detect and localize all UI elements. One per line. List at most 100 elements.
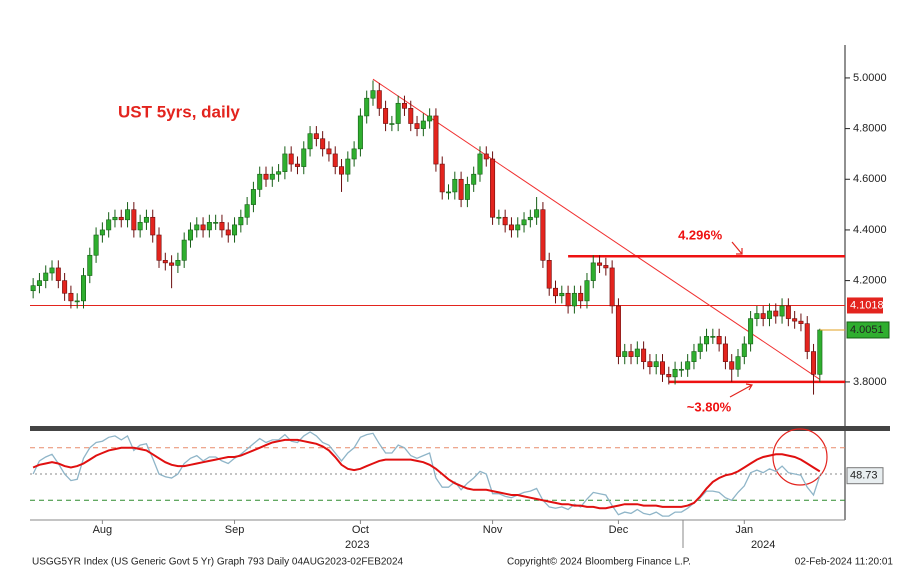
candle-body [433, 115, 439, 165]
candle-body [219, 222, 225, 231]
y-tick-label: 3.8000 [853, 376, 887, 388]
candle-body [320, 138, 326, 150]
candle-body [748, 318, 754, 345]
candle-body [269, 173, 275, 180]
candle-body [364, 97, 370, 117]
candle-body [641, 348, 647, 362]
x-tick-label: Sep [225, 524, 245, 536]
candle-body [527, 216, 533, 221]
year-label: 2024 [751, 539, 775, 551]
candle-body [408, 108, 414, 124]
candle-body [483, 153, 489, 160]
x-tick-label: Nov [483, 524, 503, 536]
candle-body [766, 310, 772, 319]
candle-body [263, 173, 269, 180]
indicator-line [32, 438, 821, 510]
candle-body [811, 351, 817, 375]
candle-body [169, 262, 175, 266]
candle-body [143, 216, 149, 223]
candle-body [584, 280, 590, 302]
candle-body [678, 368, 684, 371]
candle-body [313, 133, 319, 140]
candle-body [490, 158, 496, 218]
candle-body [301, 148, 307, 167]
candle-body [540, 209, 546, 261]
candle-body [49, 267, 55, 274]
candle-body [118, 216, 124, 221]
candle-body [370, 90, 376, 99]
candle-body [383, 108, 389, 124]
candle-body [206, 222, 212, 231]
x-tick-label: Dec [609, 524, 629, 536]
candle-body [553, 287, 559, 297]
candle-body [106, 219, 112, 231]
candle-body [257, 173, 263, 190]
candle-body [754, 313, 760, 319]
candle-body [502, 216, 508, 226]
candle-body [666, 374, 672, 378]
candle-body [722, 343, 728, 362]
candle-body [225, 229, 231, 236]
candle-body [156, 234, 162, 261]
candle-body [603, 265, 609, 269]
x-tick-label: Oct [352, 524, 369, 536]
candle-body [99, 229, 105, 236]
candle-body [735, 356, 741, 370]
y-tick-label: 4.6000 [853, 173, 887, 185]
candle-body [464, 184, 470, 200]
candle-body [760, 313, 766, 319]
last-price-label: 4.0051 [850, 324, 884, 336]
candle-body [427, 115, 433, 122]
candle-body [521, 219, 527, 226]
candle-body [326, 148, 332, 155]
candle-body [181, 239, 187, 261]
candle-body [376, 90, 382, 109]
candle-body [288, 153, 294, 165]
candle-body [187, 229, 193, 241]
candle-body [565, 292, 571, 307]
candle-body [194, 224, 200, 231]
price-box [847, 297, 883, 314]
candle-body [414, 123, 420, 129]
candle-body [773, 310, 779, 317]
candle-body [578, 292, 584, 302]
candle-body [559, 292, 565, 297]
candle-body [804, 323, 810, 352]
indicator-label: 48.73 [850, 470, 878, 482]
candle-body [477, 153, 483, 175]
candle-body [55, 267, 61, 281]
candle-body [420, 120, 426, 129]
candle-body [546, 260, 552, 289]
candle-body [395, 102, 401, 124]
candle-body [508, 224, 514, 231]
candle-body [634, 348, 640, 357]
candle-body [653, 361, 659, 368]
candle-body [294, 163, 300, 167]
panel-separator [30, 426, 890, 431]
candle-body [704, 336, 710, 345]
candle-body [87, 254, 93, 276]
candle-body [741, 343, 747, 357]
candle-body [150, 216, 156, 236]
candle-body [452, 178, 458, 193]
price-box-label: 4.1018 [850, 299, 884, 311]
candle-body [659, 361, 665, 375]
candle-body [779, 305, 785, 317]
y-tick-label: 4.8000 [853, 123, 887, 135]
level-label: ~3.80% [687, 399, 732, 414]
candle-body [162, 260, 168, 264]
candle-body [685, 361, 691, 370]
candle-body [615, 305, 621, 357]
candle-body [125, 209, 131, 221]
candle-body [609, 267, 615, 307]
candle-body [250, 189, 256, 205]
candle-body [238, 216, 244, 226]
x-tick-label: Jan [735, 524, 753, 536]
footer-left: USGG5YR Index (US Generic Govt 5 Yr) Gra… [32, 557, 404, 568]
candle-body [112, 216, 118, 221]
candle-body [710, 336, 716, 338]
candle-body [30, 285, 36, 292]
indicator-line [32, 431, 821, 517]
candle-body [647, 361, 653, 368]
arrow [729, 383, 753, 398]
